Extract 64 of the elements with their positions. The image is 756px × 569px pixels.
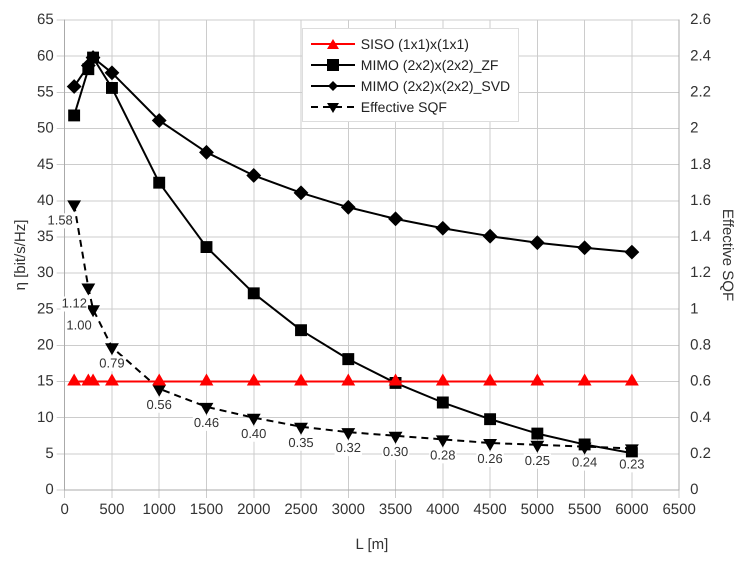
data-label: 0.56 (146, 396, 172, 412)
x-tick-label: 6500 (662, 501, 696, 518)
y2-tick-label: 0.8 (690, 336, 712, 354)
y-tick-label: 50 (36, 120, 54, 137)
x-tick-label: 5500 (568, 501, 602, 518)
data-label: 0.35 (288, 434, 314, 450)
y-tick-label: 65 (36, 11, 54, 28)
y2-tick-label: 1.6 (690, 192, 712, 209)
y2-tick-label: 2.2 (690, 83, 712, 100)
legend-label: Effective SQF (360, 98, 447, 114)
data-label: 0.24 (572, 454, 598, 470)
x-tick-label: 6000 (615, 501, 649, 518)
y-tick-label: 30 (36, 264, 54, 282)
data-label: 0.32 (336, 440, 361, 456)
y-tick-label: 60 (36, 47, 54, 64)
y-tick-label: 55 (36, 83, 54, 100)
data-label: 0.23 (619, 456, 645, 472)
y-tick-label: 35 (36, 228, 54, 246)
y2-tick-label: 0.2 (690, 444, 712, 462)
data-label: 1.58 (47, 212, 73, 228)
y-tick-label: 20 (36, 336, 54, 354)
y2-tick-label: 1.4 (690, 228, 712, 246)
data-label: 1.00 (66, 317, 92, 332)
data-label: 0.30 (382, 444, 408, 459)
data-label: 1.12 (62, 296, 87, 311)
y-tick-label: 40 (36, 192, 54, 209)
x-tick-label: 0 (60, 501, 69, 518)
y2-tick-label: 2.6 (690, 11, 712, 28)
x-tick-label: 4500 (473, 501, 507, 518)
legend-label: SISO (1x1)x(1x1) (360, 36, 469, 52)
data-label: 0.40 (241, 426, 266, 441)
x-tick-label: 5000 (520, 501, 554, 518)
y2-tick-label: 1 (690, 300, 698, 318)
legend-label: MIMO (2x2)x(2x2)_SVD (360, 78, 510, 94)
y2-tick-label: 1.2 (690, 264, 712, 282)
x-tick-label: 3500 (378, 501, 412, 518)
y2-tick-label: 2.4 (690, 47, 712, 64)
y2-tick-label: 0.6 (690, 372, 712, 390)
y-tick-label: 25 (36, 300, 54, 318)
y2-tick-label: 0.4 (690, 408, 712, 426)
data-label: 0.25 (524, 452, 550, 468)
legend-label: MIMO (2x2)x(2x2)_ZF (360, 56, 498, 72)
x-tick-label: 3000 (332, 501, 365, 518)
y-tick-label: 45 (36, 156, 54, 173)
y-tick-label: 15 (36, 372, 54, 390)
y-tick-label: 0 (45, 481, 54, 498)
y-tick-label: 5 (45, 444, 54, 462)
y2-tick-label: 2 (690, 120, 698, 137)
x-tick-label: 500 (99, 501, 124, 518)
data-label: 0.46 (194, 414, 220, 430)
x-tick-label: 1500 (190, 501, 224, 518)
x-tick-label: 4000 (426, 501, 460, 518)
x-tick-label: 1000 (142, 501, 176, 518)
y2-axis-title: Effective SQF (718, 208, 736, 302)
x-axis-title: L [m] (356, 536, 388, 554)
y-axis-title: η [bit/s/Hz] (12, 220, 30, 290)
data-label: 0.26 (477, 451, 503, 466)
y2-tick-label: 1.8 (690, 156, 712, 173)
x-tick-label: 2000 (237, 501, 270, 518)
y-tick-label: 10 (36, 408, 54, 426)
data-label: 0.79 (99, 355, 125, 370)
x-tick-label: 2500 (284, 501, 318, 518)
data-label: 0.28 (430, 447, 456, 462)
y2-tick-label: 0 (690, 481, 698, 498)
